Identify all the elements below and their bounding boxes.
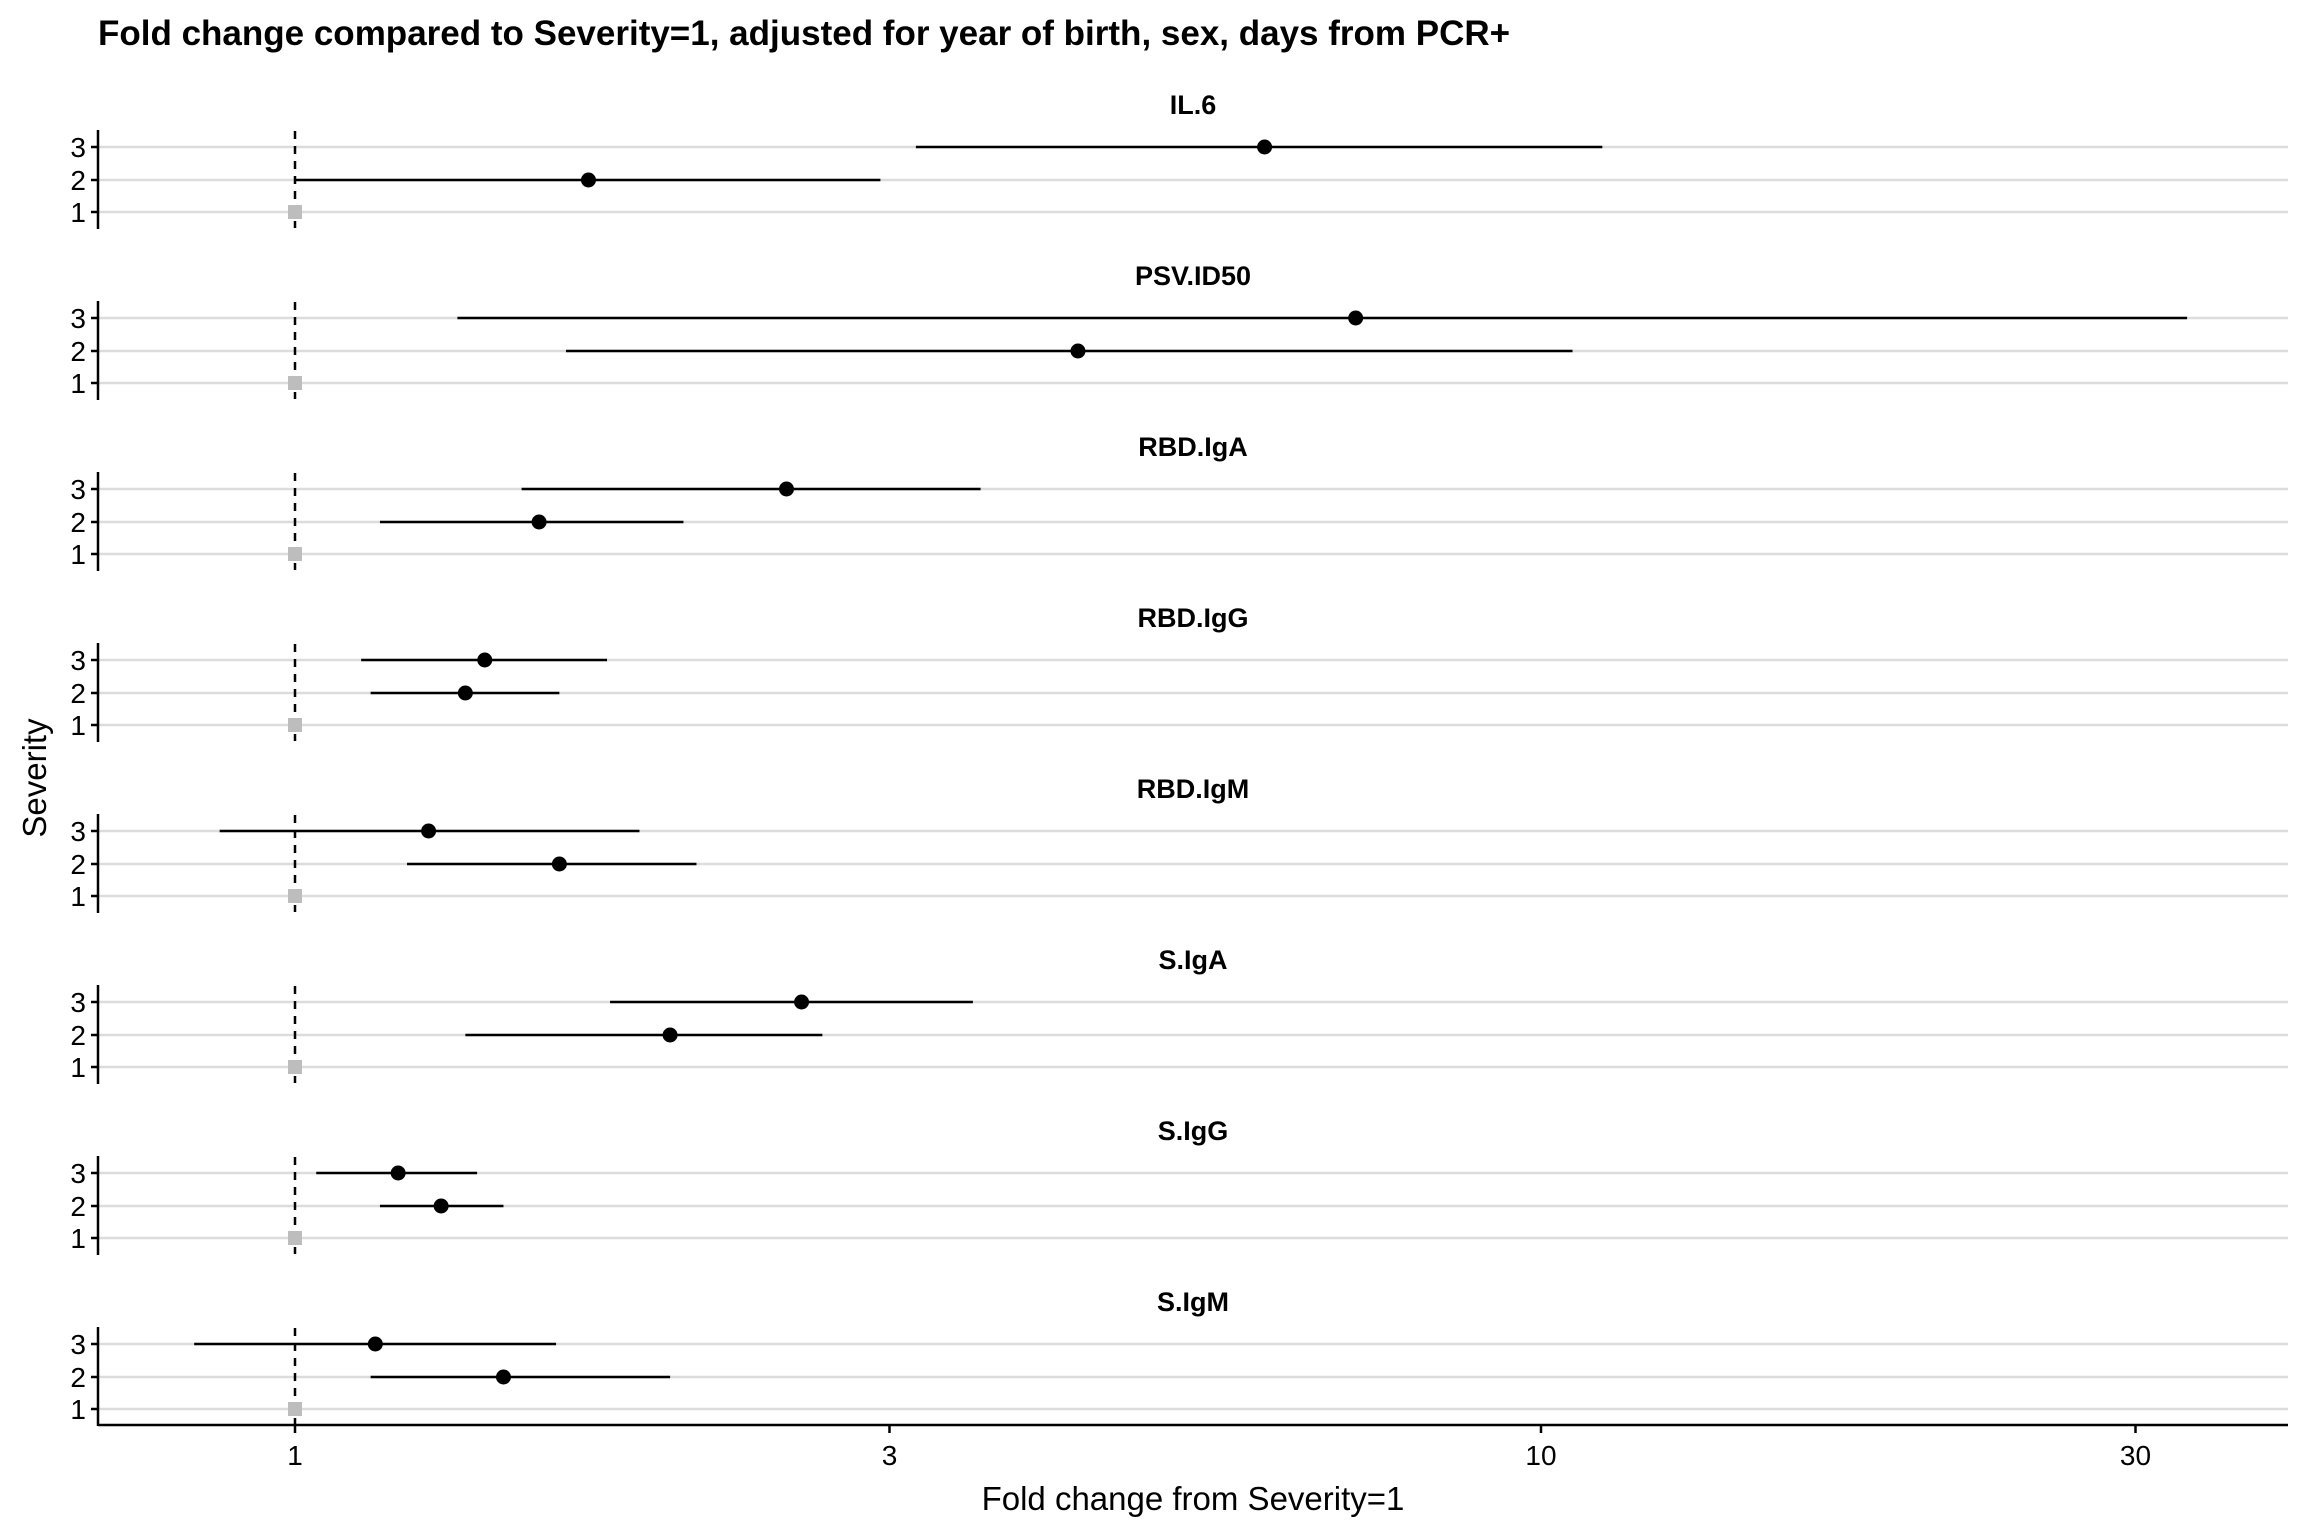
estimate-point: [1348, 310, 1364, 326]
x-tick-label: 30: [2120, 1440, 2151, 1471]
y-tick-label: 3: [70, 987, 86, 1018]
y-tick-label: 2: [70, 165, 86, 196]
estimate-point: [433, 1198, 449, 1214]
reference-marker: [288, 547, 302, 561]
y-tick-label: 2: [70, 678, 86, 709]
panel-label-il-6: IL.6: [1170, 90, 1217, 120]
y-tick-label: 1: [70, 1052, 86, 1083]
estimate-point: [1070, 343, 1086, 359]
y-tick-label: 1: [70, 1223, 86, 1254]
estimate-point: [1257, 139, 1273, 155]
y-tick-label: 1: [70, 197, 86, 228]
x-axis-title: Fold change from Severity=1: [982, 1480, 1405, 1517]
y-tick-label: 2: [70, 336, 86, 367]
y-tick-label: 2: [70, 1362, 86, 1393]
x-tick-label: 10: [1525, 1440, 1556, 1471]
estimate-point: [367, 1336, 383, 1352]
reference-marker: [288, 1060, 302, 1074]
reference-marker: [288, 718, 302, 732]
y-tick-label: 2: [70, 507, 86, 538]
reference-marker: [288, 1402, 302, 1416]
panel-label-s-iga: S.IgA: [1158, 945, 1227, 975]
y-tick-label: 2: [70, 849, 86, 880]
chart-title: Fold change compared to Severity=1, adju…: [98, 14, 1511, 53]
reference-marker: [288, 889, 302, 903]
y-tick-label: 1: [70, 368, 86, 399]
y-tick-label: 1: [70, 881, 86, 912]
y-tick-label: 3: [70, 474, 86, 505]
estimate-point: [662, 1027, 678, 1043]
reference-marker: [288, 376, 302, 390]
estimate-point: [778, 481, 794, 497]
y-tick-label: 2: [70, 1020, 86, 1051]
estimate-point: [457, 685, 473, 701]
panel-label-rbd-igm: RBD.IgM: [1137, 774, 1249, 804]
y-tick-label: 3: [70, 1329, 86, 1360]
y-axis-title: Severity: [16, 718, 53, 838]
y-tick-label: 3: [70, 132, 86, 163]
panel-label-s-igm: S.IgM: [1157, 1287, 1229, 1317]
estimate-point: [794, 994, 810, 1010]
estimate-point: [495, 1369, 511, 1385]
reference-marker: [288, 1231, 302, 1245]
estimate-point: [477, 652, 493, 668]
x-tick-label: 1: [287, 1440, 303, 1471]
y-tick-label: 3: [70, 816, 86, 847]
panel-label-psv-id50: PSV.ID50: [1135, 261, 1251, 291]
y-tick-label: 2: [70, 1191, 86, 1222]
y-tick-label: 1: [70, 1394, 86, 1425]
estimate-point: [390, 1165, 406, 1181]
x-tick-label: 3: [882, 1440, 898, 1471]
y-tick-label: 1: [70, 539, 86, 570]
panel-label-rbd-iga: RBD.IgA: [1138, 432, 1248, 462]
estimate-point: [551, 856, 567, 872]
y-tick-label: 3: [70, 645, 86, 676]
panel-label-rbd-igg: RBD.IgG: [1138, 603, 1249, 633]
estimate-point: [531, 514, 547, 530]
y-tick-label: 1: [70, 710, 86, 741]
y-tick-label: 3: [70, 1158, 86, 1189]
estimate-point: [580, 172, 596, 188]
estimate-point: [421, 823, 437, 839]
panel-label-s-igg: S.IgG: [1158, 1116, 1229, 1146]
y-tick-label: 3: [70, 303, 86, 334]
reference-marker: [288, 205, 302, 219]
